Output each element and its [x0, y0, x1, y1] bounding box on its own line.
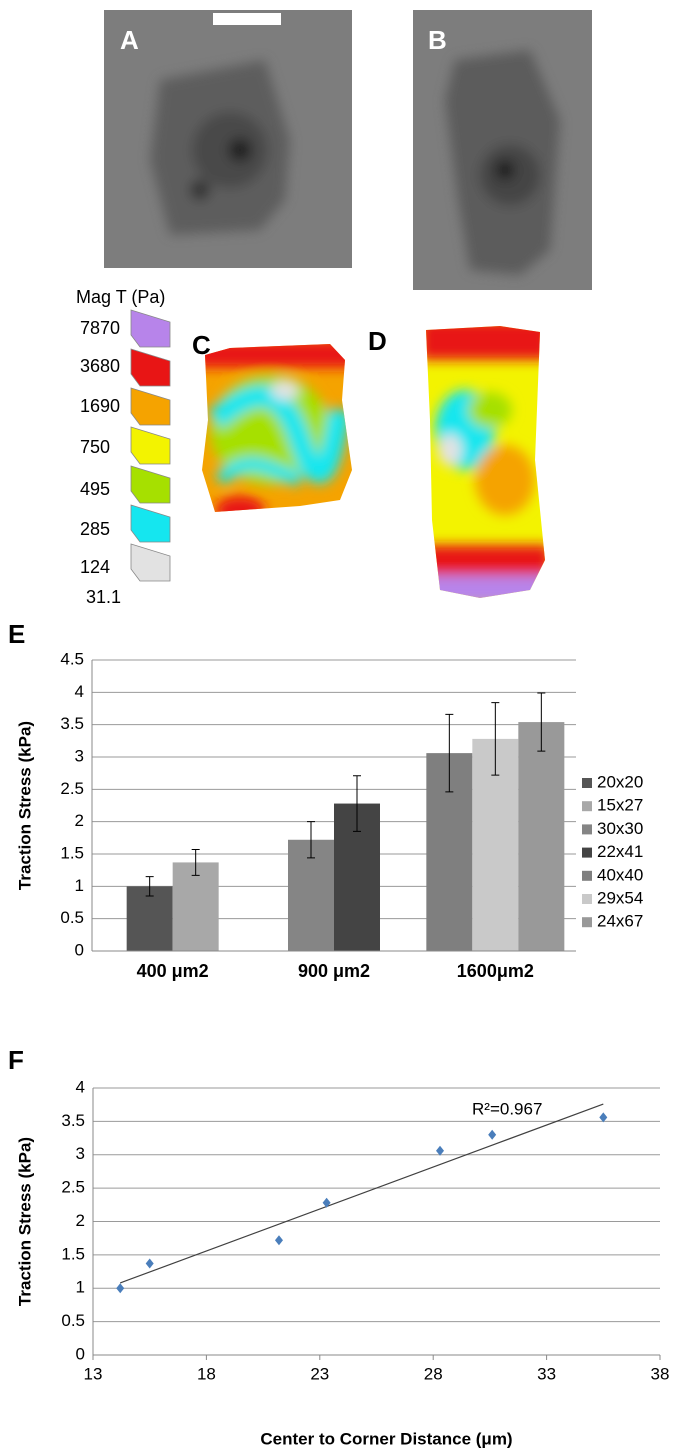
point [274, 1235, 283, 1246]
panel-label: D [368, 326, 387, 356]
y-tick-label: 0.5 [60, 908, 84, 927]
legend-swatch [582, 917, 592, 928]
point [599, 1112, 608, 1123]
legend-swatch [582, 824, 592, 835]
colorbar-label: 285 [80, 519, 110, 539]
colorbar-label: 31.1 [86, 587, 121, 607]
micrograph-b [413, 10, 592, 290]
error-bar [537, 692, 546, 752]
colorbar-swatch [130, 504, 171, 543]
colorbar-label: 124 [80, 557, 110, 577]
error-bar [445, 713, 454, 793]
y-tick-label: 4 [75, 682, 84, 701]
y-tick-label: 4.5 [60, 649, 84, 668]
x-tick-label: 900 μm2 [298, 961, 370, 981]
legend-label: 20x20 [597, 772, 643, 791]
panel-label: E [8, 619, 25, 649]
legend-swatch [582, 778, 592, 788]
colorbar-swatch [130, 309, 171, 348]
colorbar-swatch [130, 348, 171, 387]
y-tick-label: 1 [75, 876, 84, 895]
y-tick-label: 3.5 [61, 1111, 85, 1130]
x-tick-label: 23 [310, 1364, 329, 1383]
x-tick-label: 1600μm2 [457, 961, 534, 981]
x-axis-label: Center to Corner Distance (μm) [260, 1429, 512, 1448]
y-tick-label: 0.5 [61, 1311, 85, 1330]
y-tick-label: 0 [76, 1344, 85, 1363]
x-tick-label: 13 [84, 1364, 103, 1383]
y-tick-label: 1.5 [61, 1244, 85, 1263]
legend-label: 24x67 [597, 912, 643, 931]
trendline [120, 1103, 604, 1284]
y-axis-label: Traction Stress (kPa) [15, 721, 34, 890]
error-bar [353, 775, 361, 832]
legend-label: 22x41 [597, 842, 643, 861]
colorbar-swatch [130, 426, 171, 465]
x-tick-label: 28 [424, 1364, 443, 1383]
colorbar-swatch [130, 543, 171, 582]
y-tick-label: 3.5 [60, 714, 84, 733]
y-tick-label: 2 [76, 1211, 85, 1230]
point [436, 1145, 445, 1156]
y-tick-label: 0 [75, 940, 84, 959]
y-tick-label: 2.5 [61, 1178, 85, 1197]
bar [172, 862, 219, 951]
y-tick-label: 2 [75, 811, 84, 830]
colorbar-swatch [130, 465, 171, 504]
bar [518, 722, 565, 951]
y-tick-label: 1.5 [60, 843, 84, 862]
panel-label: A [120, 25, 139, 55]
legend-swatch [582, 801, 592, 812]
y-tick-label: 3 [75, 746, 84, 765]
x-tick-label: 38 [651, 1364, 670, 1383]
point [488, 1129, 497, 1140]
point [322, 1197, 331, 1208]
x-tick-label: 18 [197, 1364, 216, 1383]
legend-label: 29x54 [597, 888, 643, 907]
point [116, 1283, 125, 1294]
y-tick-label: 3 [76, 1144, 85, 1163]
error-bar [145, 876, 154, 897]
error-bar [191, 848, 200, 876]
x-tick-label: 400 μm2 [137, 961, 209, 981]
micrograph-a [104, 10, 352, 268]
error-bar [307, 821, 315, 859]
legend-label: 15x27 [597, 796, 643, 815]
bar [126, 886, 173, 951]
y-tick-label: 4 [76, 1077, 85, 1096]
y-tick-label: 2.5 [60, 779, 84, 798]
traction-map-d [426, 326, 545, 598]
panel-label: C [192, 330, 211, 360]
y-tick-label: 1 [76, 1278, 85, 1297]
colorbar-title: Mag T (Pa) [76, 287, 165, 307]
colorbar-label: 3680 [80, 356, 120, 376]
colorbar: 7870 3680 1690 750 495 285 124 31.1 [80, 309, 171, 607]
colorbar-label: 750 [80, 437, 110, 457]
panel-label: B [428, 25, 447, 55]
panel-label: F [8, 1045, 24, 1075]
y-axis-label: Traction Stress (kPa) [15, 1137, 34, 1306]
annotation: R²=0.967 [472, 1099, 542, 1118]
legend-swatch [582, 894, 592, 904]
colorbar-label: 495 [80, 479, 110, 499]
legend-swatch [582, 870, 592, 881]
charts: E Traction Stress (kPa) 0 0.5 1 1.5 2 2.5 3 3.5 4 4… [8, 619, 669, 1449]
colorbar-label: 1690 [80, 396, 120, 416]
legend-label: 30x30 [597, 819, 643, 838]
legend-label: 40x40 [597, 865, 643, 884]
colorbar-swatch [130, 387, 171, 426]
traction-map-c [202, 344, 352, 512]
legend-swatch [582, 847, 592, 858]
error-bar [491, 702, 500, 776]
colorbar-label: 7870 [80, 318, 120, 338]
point [145, 1258, 154, 1269]
x-tick-label: 33 [537, 1364, 556, 1383]
